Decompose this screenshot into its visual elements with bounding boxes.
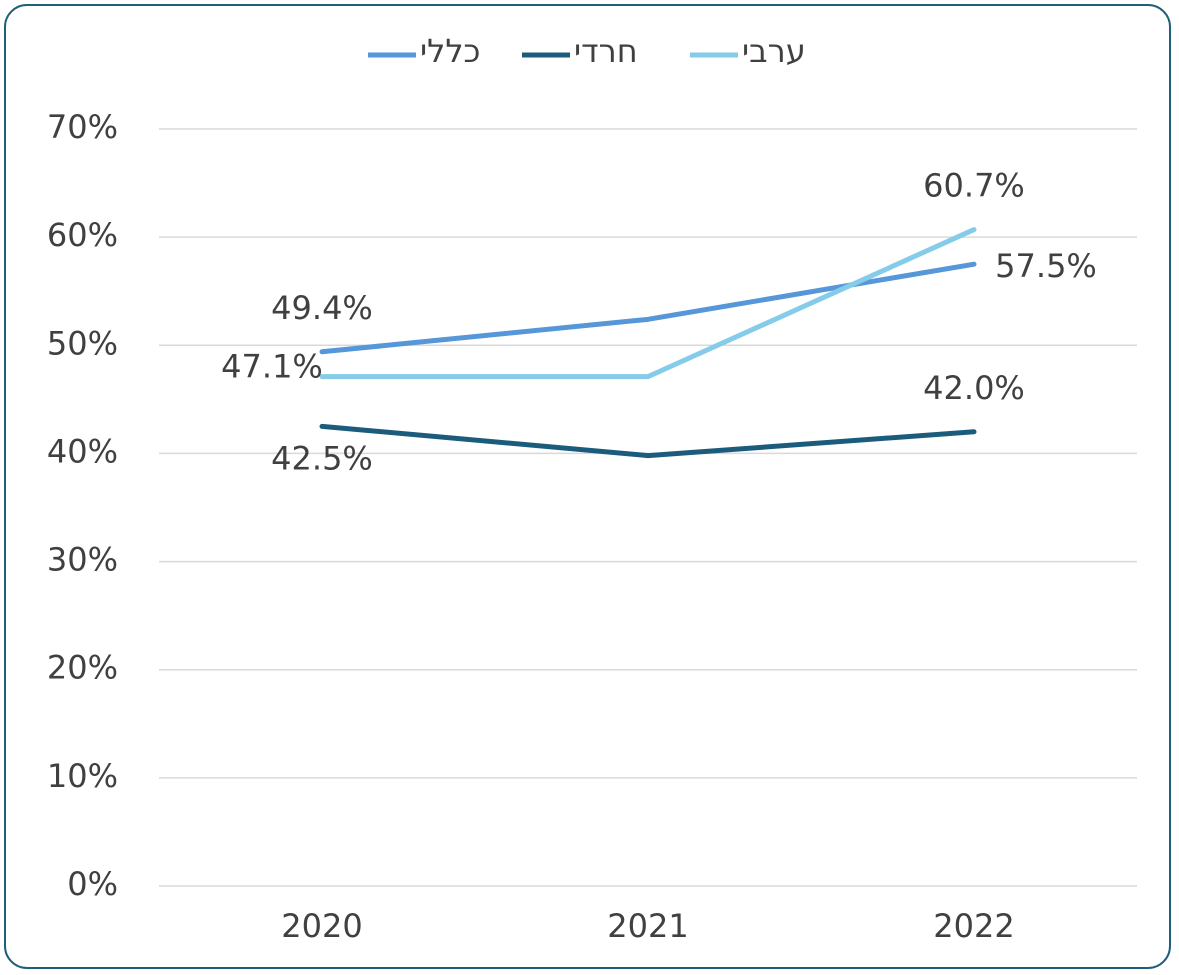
y-tick-label: 70% xyxy=(47,108,118,146)
y-tick-label: 40% xyxy=(47,432,118,470)
legend-label: חרדי xyxy=(574,32,638,70)
chart-frame xyxy=(4,4,1171,969)
y-tick-label: 30% xyxy=(47,541,118,579)
data-label: 60.7% xyxy=(923,167,1025,205)
x-tick-label: 2020 xyxy=(281,907,362,945)
data-label: 49.4% xyxy=(271,289,373,327)
series-line xyxy=(319,261,977,355)
legend-label: כללי xyxy=(420,32,480,70)
y-tick-label: 60% xyxy=(47,216,118,254)
y-tick-label: 10% xyxy=(47,757,118,795)
legend-label: ערבי xyxy=(742,32,806,70)
data-label: 42.5% xyxy=(271,439,373,477)
data-label: 47.1% xyxy=(221,348,323,386)
y-tick-label: 20% xyxy=(47,649,118,687)
y-tick-label: 50% xyxy=(47,324,118,362)
x-tick-label: 2022 xyxy=(933,907,1014,945)
data-label: 42.0% xyxy=(923,369,1025,407)
y-tick-label: 0% xyxy=(67,865,118,903)
series-line xyxy=(319,227,977,380)
x-tick-label: 2021 xyxy=(607,907,688,945)
data-label: 57.5% xyxy=(995,247,1097,285)
series-line xyxy=(319,423,977,459)
